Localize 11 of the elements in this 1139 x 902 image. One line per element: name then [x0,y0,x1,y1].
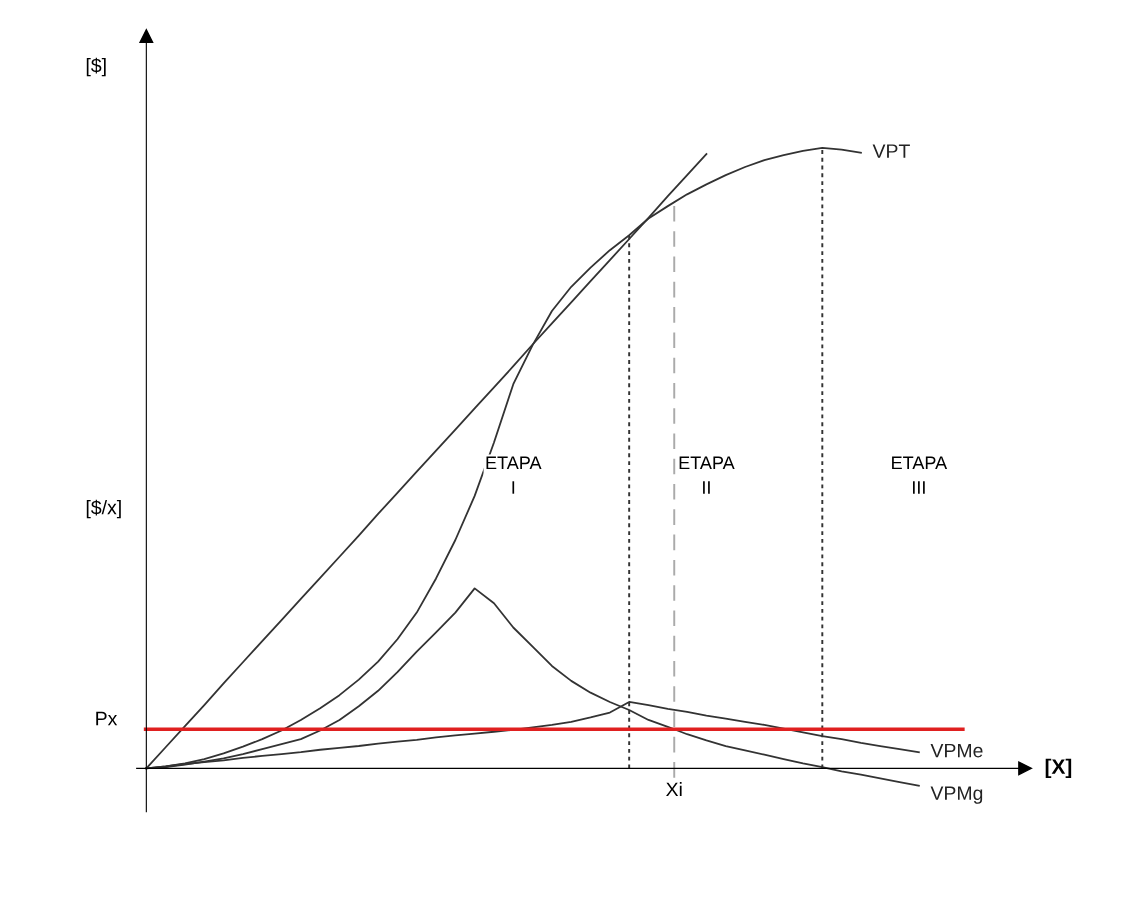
series-label: VPT [872,144,910,158]
y2-axis-title: [$/x] [86,499,121,519]
text: [X] [1045,758,1072,779]
y-axis-title: [$] [86,57,106,77]
series-label: VPMg [930,786,983,804]
series-label: VPMe [930,743,983,758]
annotation: ETAPA III [892,456,948,494]
annotation: Xi [666,782,682,797]
ref-line-label: Px [96,711,118,726]
annotation: ETAPA I [486,456,542,494]
annotation: ETAPA II [679,456,735,494]
